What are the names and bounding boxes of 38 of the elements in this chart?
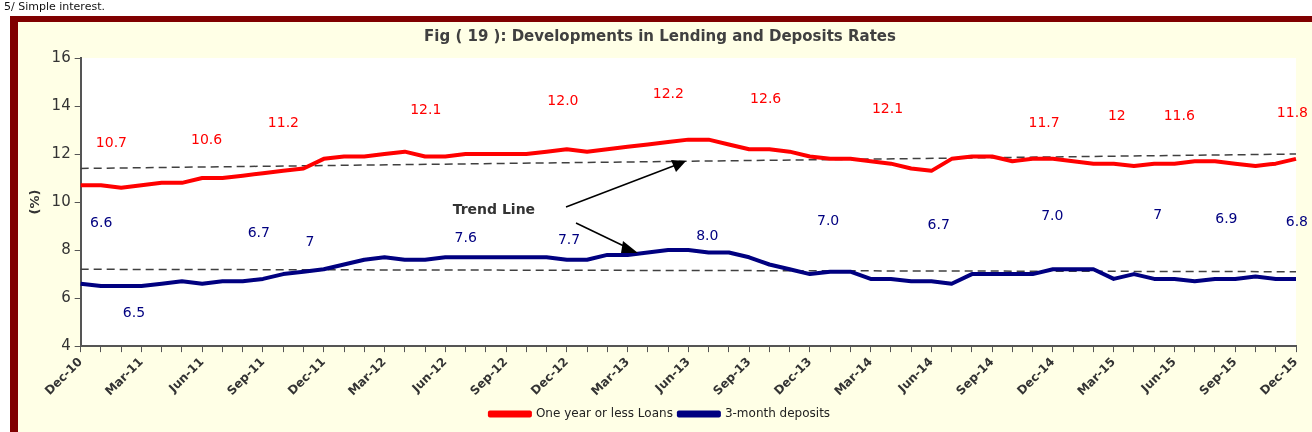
annotation: 7.7 <box>557 231 581 248</box>
annotation: 12.0 <box>547 92 579 109</box>
y-tick-label: 10 <box>51 191 71 210</box>
annotation: 10.6 <box>191 130 223 147</box>
annotation: 11.6 <box>1163 106 1195 123</box>
annotation: 6.8 <box>1285 213 1308 230</box>
y-tick-label: 14 <box>51 95 71 114</box>
annotation: 7 <box>305 233 315 250</box>
y-tick-label: 8 <box>61 239 71 258</box>
annotation: 11.7 <box>1028 113 1060 130</box>
annotation: 12.1 <box>871 100 904 117</box>
y-tick-label: 4 <box>61 336 71 355</box>
annotation: 10.7 <box>95 133 127 150</box>
annotation: 6.7 <box>247 223 270 240</box>
annotation: Trend Line <box>452 201 536 218</box>
y-tick-label: 6 <box>61 288 71 306</box>
y-tick-label: 16 <box>51 47 71 66</box>
annotation: 11.2 <box>267 113 299 130</box>
text: 5/ Simple interest. <box>4 0 105 13</box>
annotation: 12.2 <box>652 84 684 101</box>
annotation: 6.9 <box>1215 210 1238 227</box>
annotation: 7.0 <box>1041 207 1064 224</box>
annotation: 6.6 <box>90 214 113 231</box>
y-axis-title: (%) <box>27 189 43 215</box>
annotation: 11.8 <box>1276 103 1308 120</box>
annotation: 12.6 <box>750 90 782 107</box>
annotation: 7.0 <box>816 212 840 229</box>
legend-label: 3-month deposits <box>724 406 831 421</box>
y-tick-label: 12 <box>51 143 71 162</box>
annotation: 6.7 <box>927 215 950 232</box>
annotation: 12.1 <box>410 101 442 118</box>
annotation: 7 <box>1153 206 1163 223</box>
annotation: 7.6 <box>454 228 477 245</box>
legend-label: One year or less Loans <box>535 406 673 421</box>
annotation: 6.5 <box>122 303 146 320</box>
chart-title: Fig ( 19 ): Developments in Lending and Deposits Rates <box>424 26 897 45</box>
annotation: 8.0 <box>696 226 719 243</box>
annotation: 12 <box>1107 106 1126 123</box>
